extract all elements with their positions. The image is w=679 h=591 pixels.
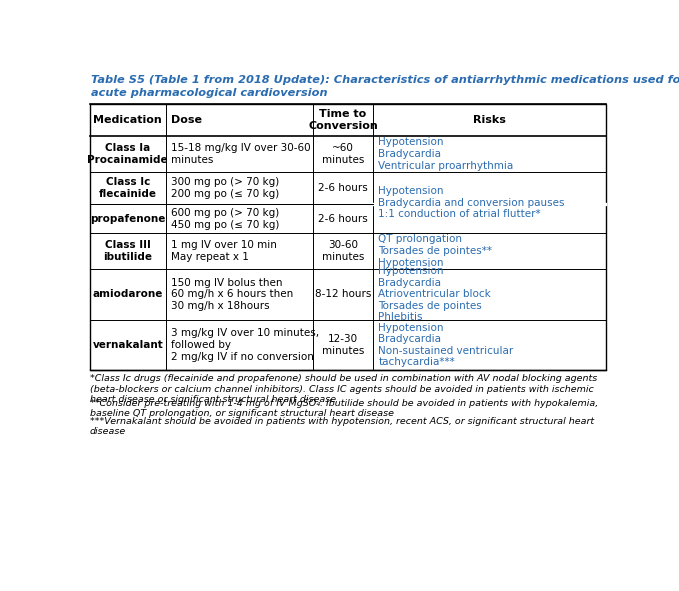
Text: acute pharmacological cardioversion: acute pharmacological cardioversion [91,88,328,98]
Text: Time to
Conversion: Time to Conversion [308,109,378,131]
Text: propafenone: propafenone [90,214,166,224]
Text: ***Vernakalant should be avoided in patients with hypotension, recent ACS, or si: ***Vernakalant should be avoided in pati… [90,417,593,436]
Text: 30-60
minutes: 30-60 minutes [322,241,364,262]
Text: Hypotension
Bradycardia
Atrioventricular block
Torsades de pointes
Phlebitis: Hypotension Bradycardia Atrioventricular… [378,266,491,323]
Bar [90,104,606,371]
Text: Table S5 (Table 1 from 2018 Update): Characteristics of antiarrhythmic medicatio: Table S5 (Table 1 from 2018 Update): Cha… [91,75,679,85]
Text: Hypotension
Bradycardia and conversion pauses
1:1 conduction of atrial flutter*: Hypotension Bradycardia and conversion p… [378,186,565,219]
Text: Medication: Medication [94,115,162,125]
Text: *Class Ic drugs (flecainide and propafenone) should be used in combination with : *Class Ic drugs (flecainide and propafen… [90,374,597,404]
Text: 8-12 hours: 8-12 hours [315,289,371,299]
Text: 15-18 mg/kg IV over 30-60
minutes: 15-18 mg/kg IV over 30-60 minutes [172,143,311,165]
Text: Risks: Risks [473,115,506,125]
Text: Class Ia
Procainamide: Class Ia Procainamide [88,143,168,165]
Text: 600 mg po (> 70 kg)
450 mg po (≤ 70 kg): 600 mg po (> 70 kg) 450 mg po (≤ 70 kg) [172,208,280,229]
Text: 150 mg IV bolus then
60 mg/h x 6 hours then
30 mg/h x 18hours: 150 mg IV bolus then 60 mg/h x 6 hours t… [172,278,294,311]
Text: amiodarone: amiodarone [92,289,163,299]
Text: 3 mg/kg IV over 10 minutes,
followed by
2 mg/kg IV if no conversion: 3 mg/kg IV over 10 minutes, followed by … [172,329,320,362]
Text: **Consider pre-treating with 1-4 mg of IV MgSO₄. Ibutilide should be avoided in : **Consider pre-treating with 1-4 mg of I… [90,399,598,418]
Text: ~60
minutes: ~60 minutes [322,143,364,165]
Text: Dose: Dose [172,115,202,125]
Text: 300 mg po (> 70 kg)
200 mg po (≤ 70 kg): 300 mg po (> 70 kg) 200 mg po (≤ 70 kg) [172,177,280,199]
Text: Hypotension
Bradycardia
Non-sustained ventricular
tachycardia***: Hypotension Bradycardia Non-sustained ve… [378,323,513,368]
Text: QT prolongation
Torsades de pointes**
Hypotension: QT prolongation Torsades de pointes** Hy… [378,235,492,268]
Text: 2-6 hours: 2-6 hours [318,183,368,193]
Text: Hypotension
Bradycardia
Ventricular proarrhythmia: Hypotension Bradycardia Ventricular proa… [378,138,513,171]
Text: Class Ic
flecainide: Class Ic flecainide [98,177,157,199]
Text: 12-30
minutes: 12-30 minutes [322,335,364,356]
Text: 1 mg IV over 10 min
May repeat x 1: 1 mg IV over 10 min May repeat x 1 [172,241,277,262]
Text: vernakalant: vernakalant [92,340,163,350]
Text: Class III
ibutilide: Class III ibutilide [103,241,152,262]
Text: 2-6 hours: 2-6 hours [318,214,368,224]
